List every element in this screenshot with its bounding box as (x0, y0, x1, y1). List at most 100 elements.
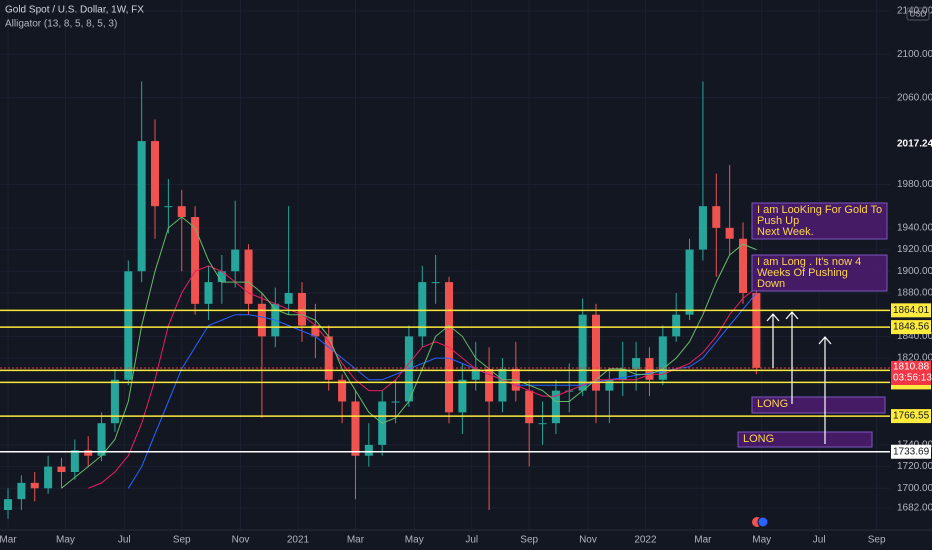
candle-body (658, 336, 667, 380)
candle-body (110, 379, 119, 424)
annotation-text: I am Long . It's now 4 (757, 256, 861, 268)
x-tick-label: May (752, 535, 771, 546)
x-tick-label: Jul (465, 535, 478, 546)
arrow-head (785, 311, 799, 320)
candle-body (97, 423, 106, 456)
candle-body (431, 282, 440, 284)
annotation-text: LONG (743, 433, 774, 445)
candle-body (177, 206, 186, 218)
y-tick-label: 2100.00 (897, 49, 932, 60)
candle-body (324, 336, 333, 380)
candle-body (364, 444, 373, 456)
annotation-text: Next Week. (757, 226, 814, 238)
annotation-box (737, 431, 873, 448)
candle-body (458, 379, 467, 413)
candle-body (645, 358, 654, 380)
candle-body (605, 379, 614, 391)
candle-body (151, 141, 160, 207)
y-tick-label: 1840.00 (897, 331, 932, 342)
x-tick-label: Jul (813, 535, 826, 546)
currency: USD (910, 10, 927, 19)
high-marker-label: 2017.24 (897, 139, 932, 150)
annotation-text: I am LooKing For Gold To (757, 204, 882, 216)
candle-body (57, 466, 66, 473)
annotation-text: Weeks Of Pushing (757, 267, 848, 279)
candle-body (217, 271, 226, 283)
x-tick-label: Jul (118, 535, 131, 546)
x-tick-label: Mar (347, 535, 365, 546)
candle-body (30, 482, 39, 489)
annotation-box (751, 202, 888, 240)
event-icon (757, 516, 769, 528)
candle-body (485, 368, 494, 402)
candle-body (685, 249, 694, 315)
alligator-line (61, 216, 757, 489)
y-tick-label: 1880.00 (897, 288, 932, 299)
candle-body (70, 450, 79, 473)
countdown-label: 03:56:13 (893, 373, 932, 384)
level-label: 1766.55 (893, 411, 930, 422)
alligator-line (127, 292, 757, 489)
candle-body (672, 314, 681, 337)
candle-body (725, 227, 734, 239)
candle-body (738, 238, 748, 293)
indicator-label: Alligator (13, 8, 5, 8, 5, 3) (5, 19, 117, 30)
annotation-box (751, 396, 886, 414)
candle-body (204, 282, 213, 304)
arrows (766, 311, 832, 444)
y-tick-label: 1900.00 (897, 266, 932, 277)
y-tick-label: 1682.00 (897, 502, 932, 513)
y-tick-label: 2060.00 (897, 92, 932, 103)
x-tick-label: May (405, 535, 424, 546)
candle-body (191, 217, 200, 304)
candle-body (525, 390, 534, 424)
annotation-text: Push Up (757, 215, 799, 227)
level-label-box (891, 409, 931, 424)
candle-body (712, 206, 721, 228)
x-tick-label: Sep (173, 535, 191, 546)
y-tick-label: 1720.00 (897, 461, 932, 472)
y-tick-label: 1940.00 (897, 223, 932, 234)
level-label-box (891, 320, 931, 335)
candle-body (164, 206, 173, 208)
candle-body (124, 271, 133, 380)
candle-body (591, 314, 601, 391)
plot (0, 81, 890, 519)
x-tick-label: Nov (232, 535, 250, 546)
candle-body (284, 292, 293, 304)
candle-body (84, 450, 93, 456)
candle-body (418, 282, 427, 337)
candle-body (257, 303, 266, 337)
annotation-text: Down (757, 278, 785, 290)
x-tick-label: Nov (579, 535, 597, 546)
candle-body (551, 390, 560, 424)
y-tick-label: 1920.00 (897, 244, 932, 255)
candle-body (298, 292, 307, 326)
level-label-box (891, 303, 931, 318)
candle-body (752, 292, 761, 368)
candle-body (391, 401, 400, 403)
x-tick-label: 2022 (634, 535, 657, 546)
y-tick-label: 2140.00 (897, 5, 932, 16)
x-tick-label: Mar (0, 535, 17, 546)
y-tick-label: 1820.00 (897, 353, 932, 364)
candle-body (244, 249, 253, 304)
candle-body (578, 314, 587, 391)
annotation-text: LONG (757, 398, 788, 410)
last-price-label: 1810.88 (893, 362, 930, 373)
candle-body (351, 401, 360, 456)
level-label: 1848.56 (893, 322, 930, 333)
candle-body (618, 368, 627, 380)
annotation-box (751, 254, 888, 292)
x-tick-label: May (56, 535, 75, 546)
candle-body (632, 358, 641, 369)
candle-body (498, 368, 507, 402)
candle-body (311, 325, 320, 337)
candle-body (231, 249, 240, 272)
x-tick-label: Sep (520, 535, 538, 546)
currency-box (906, 7, 930, 21)
candle-body (17, 482, 26, 500)
candle-body (538, 423, 547, 425)
x-tick-label: Sep (868, 535, 886, 546)
